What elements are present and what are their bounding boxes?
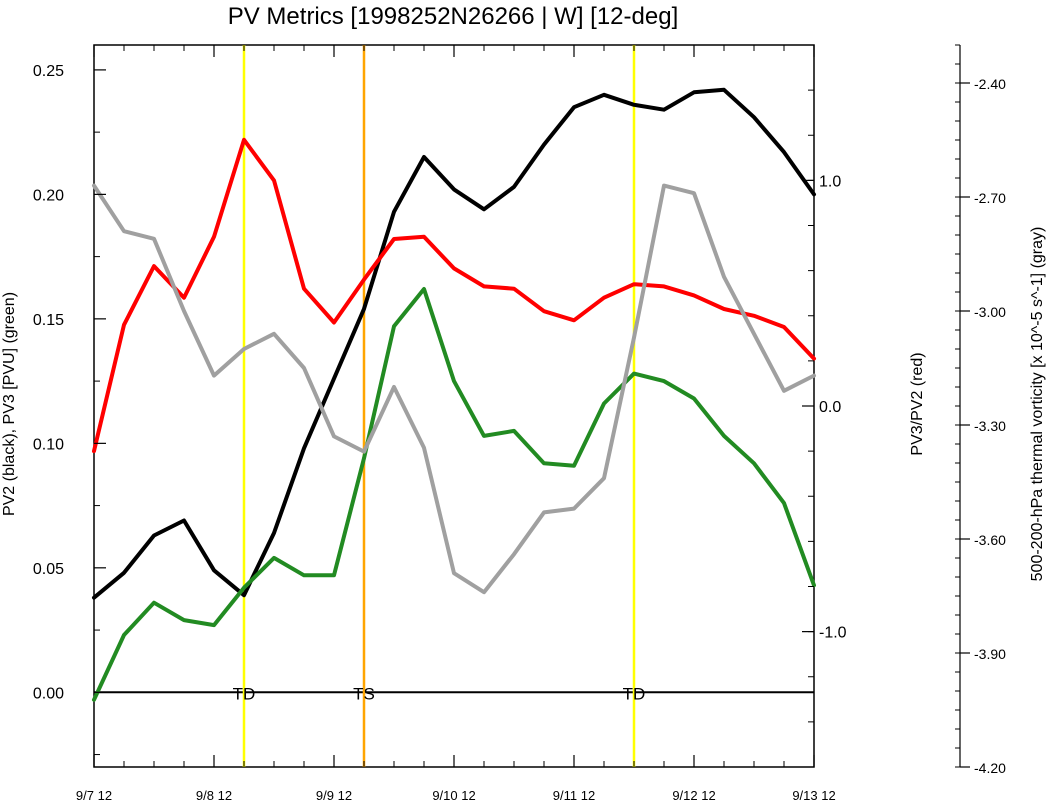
series-line bbox=[92, 287, 816, 702]
x-tick-label: 9/8 12 bbox=[196, 788, 232, 803]
x-tick-label: 9/12 12 bbox=[672, 788, 715, 803]
chart-title: PV Metrics [1998252N26266 | W] [12-deg] bbox=[228, 3, 678, 30]
x-tick-label: 9/10 12 bbox=[432, 788, 475, 803]
x-tick-label: 9/9 12 bbox=[316, 788, 352, 803]
plot-frame bbox=[93, 44, 815, 768]
right-tick-label: -3.30 bbox=[974, 418, 1006, 434]
right-y-axis-label: 500-200-hPa thermal vorticity [x 10^-5 s… bbox=[1029, 227, 1046, 582]
right-tick-label: -3.90 bbox=[974, 646, 1006, 662]
x-tick-label: 9/11 12 bbox=[553, 788, 595, 803]
event-marker-label: TD bbox=[623, 684, 646, 703]
right-tick-label: -3.60 bbox=[974, 532, 1006, 548]
left-tick-label: 0.05 bbox=[33, 561, 64, 578]
series-line bbox=[92, 183, 816, 595]
middle-y-axis-label: PV3/PV2 (red) bbox=[909, 352, 926, 455]
middle-tick-label: 0.0 bbox=[819, 399, 841, 416]
series-line bbox=[92, 87, 816, 600]
right-tick-label: -2.70 bbox=[974, 190, 1006, 206]
middle-tick-label: -1.0 bbox=[819, 625, 847, 642]
left-tick-label: 0.00 bbox=[33, 685, 64, 702]
middle-tick-label: 1.0 bbox=[819, 173, 841, 190]
series-line bbox=[92, 137, 816, 454]
right-tick-label: -2.40 bbox=[974, 76, 1006, 92]
event-marker-label: TS bbox=[353, 684, 375, 703]
x-tick-label: 9/13 12 bbox=[792, 788, 835, 803]
left-tick-label: 0.20 bbox=[33, 187, 64, 204]
right-tick-label: -3.00 bbox=[974, 304, 1006, 320]
left-tick-label: 0.25 bbox=[33, 63, 64, 80]
left-y-axis-label: PV2 (black), PV3 [PVU] (green) bbox=[1, 292, 18, 516]
event-marker-label: TD bbox=[233, 684, 256, 703]
left-tick-label: 0.15 bbox=[33, 312, 64, 329]
right-tick-label: -4.20 bbox=[974, 760, 1006, 776]
x-tick-label: 9/7 12 bbox=[76, 788, 112, 803]
left-tick-label: 0.10 bbox=[33, 436, 64, 453]
